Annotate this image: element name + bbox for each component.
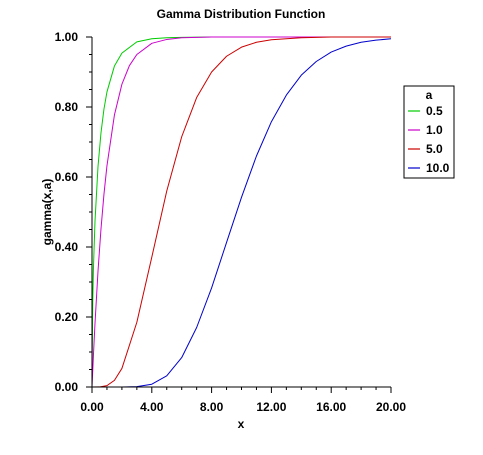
y-tick-label: 0.60 [55, 170, 79, 184]
x-tick-label: 20.00 [376, 400, 406, 414]
y-tick-label: 1.00 [55, 30, 79, 44]
x-tick-label: 16.00 [316, 400, 346, 414]
legend-item-label: 5.0 [426, 142, 443, 156]
y-tick-label: 0.40 [55, 240, 79, 254]
plot-lines [91, 36, 392, 388]
legend-item-label: 10.0 [426, 161, 450, 175]
x-tick-label: 0.00 [80, 400, 104, 414]
legend-item-label: 0.5 [426, 104, 443, 118]
x-axis-label: x [238, 417, 245, 431]
y-ticks: 0.00 0.20 0.40 0.60 0.80 1.00 [55, 30, 92, 394]
legend-title: a [426, 88, 433, 102]
legend-box [403, 85, 455, 179]
series-line-0.5 [91, 36, 391, 388]
y-tick-label: 0.00 [55, 380, 79, 394]
chart-title: Gamma Distribution Function [157, 7, 326, 21]
x-tick-label: 4.00 [140, 400, 164, 414]
legend-item-label: 1.0 [426, 123, 443, 137]
series-line-5.0 [91, 36, 391, 388]
y-tick-label: 0.80 [55, 100, 79, 114]
legend-items: 0.5 1.0 5.0 10.0 [408, 104, 450, 175]
y-tick-label: 0.20 [55, 310, 79, 324]
y-axis-label: gamma(x,a) [40, 179, 54, 246]
x-ticks: 0.00 4.00 8.00 12.00 16.00 20.00 [80, 387, 406, 414]
series-line-10.0 [91, 38, 392, 388]
x-tick-label: 12.00 [256, 400, 286, 414]
series-line-1.0 [91, 36, 391, 388]
x-tick-label: 8.00 [200, 400, 224, 414]
legend: a 0.5 1.0 5.0 10.0 [403, 85, 455, 179]
